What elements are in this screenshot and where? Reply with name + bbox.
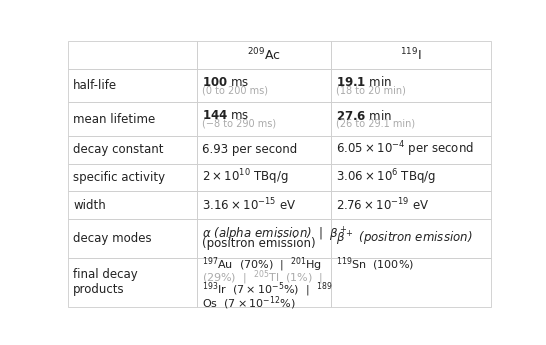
Text: $\mathbf{19.1}$ min: $\mathbf{19.1}$ min bbox=[336, 76, 391, 89]
Bar bbox=[68, 258, 197, 307]
Text: (−8 to 290 ms): (−8 to 290 ms) bbox=[203, 119, 276, 129]
Text: $2.76\times10^{-19}$ eV: $2.76\times10^{-19}$ eV bbox=[336, 197, 429, 214]
Text: $\mathbf{144}$ ms: $\mathbf{144}$ ms bbox=[203, 109, 250, 122]
Text: $\alpha$ (alpha emission)  |  $\beta^+$: $\alpha$ (alpha emission) | $\beta^+$ bbox=[203, 225, 348, 244]
Text: $3.06\times10^{6}$ TBq/g: $3.06\times10^{6}$ TBq/g bbox=[336, 168, 436, 187]
Bar bbox=[331, 41, 491, 69]
Bar bbox=[197, 258, 331, 307]
Text: final decay
products: final decay products bbox=[73, 268, 138, 296]
Text: $^{197}$Au  (70%)  |  $^{201}$Hg: $^{197}$Au (70%) | $^{201}$Hg bbox=[203, 255, 323, 274]
Bar bbox=[197, 102, 331, 136]
Bar bbox=[197, 219, 331, 258]
Text: $^{193}$Ir  ($7\times10^{-5}$%)  |  $^{189}$: $^{193}$Ir ($7\times10^{-5}$%) | $^{189}… bbox=[203, 281, 333, 299]
Text: $6.05\times10^{-4}$ per second: $6.05\times10^{-4}$ per second bbox=[336, 140, 473, 159]
Text: width: width bbox=[73, 199, 106, 212]
Bar bbox=[331, 258, 491, 307]
Bar bbox=[331, 136, 491, 164]
Bar bbox=[197, 164, 331, 191]
Text: $^{119}$Sn  (100%): $^{119}$Sn (100%) bbox=[336, 256, 414, 273]
Text: (29%)  |  $^{205}$Tl  (1%)  |: (29%) | $^{205}$Tl (1%) | bbox=[203, 268, 323, 287]
Text: $\mathbf{100}$ ms: $\mathbf{100}$ ms bbox=[203, 76, 250, 89]
Text: Os  ($7\times10^{-12}$%): Os ($7\times10^{-12}$%) bbox=[203, 294, 296, 312]
Bar bbox=[68, 102, 197, 136]
Text: mean lifetime: mean lifetime bbox=[73, 112, 156, 126]
Bar bbox=[68, 41, 197, 69]
Text: $\beta^+$ (positron emission): $\beta^+$ (positron emission) bbox=[336, 229, 472, 248]
Text: $^{209}$Ac: $^{209}$Ac bbox=[247, 47, 281, 63]
Text: decay constant: decay constant bbox=[73, 143, 164, 156]
Text: (0 to 200 ms): (0 to 200 ms) bbox=[203, 86, 269, 96]
Text: $2\times10^{10}$ TBq/g: $2\times10^{10}$ TBq/g bbox=[203, 168, 289, 187]
Bar bbox=[331, 102, 491, 136]
Text: $3.16\times10^{-15}$ eV: $3.16\times10^{-15}$ eV bbox=[203, 197, 296, 214]
Bar bbox=[197, 136, 331, 164]
Bar bbox=[68, 136, 197, 164]
Bar bbox=[68, 164, 197, 191]
Bar bbox=[197, 191, 331, 219]
Bar bbox=[197, 41, 331, 69]
Bar bbox=[331, 69, 491, 102]
Bar bbox=[331, 164, 491, 191]
Bar bbox=[68, 219, 197, 258]
Text: half-life: half-life bbox=[73, 79, 117, 92]
Text: 6.93 per second: 6.93 per second bbox=[203, 143, 298, 156]
Bar bbox=[68, 191, 197, 219]
Text: $\mathbf{27.6}$ min: $\mathbf{27.6}$ min bbox=[336, 109, 391, 123]
Text: (26 to 29.1 min): (26 to 29.1 min) bbox=[336, 119, 415, 129]
Bar bbox=[197, 69, 331, 102]
Bar bbox=[331, 219, 491, 258]
Text: (positron emission): (positron emission) bbox=[203, 237, 316, 250]
Bar bbox=[68, 69, 197, 102]
Text: $^{119}$I: $^{119}$I bbox=[400, 47, 422, 63]
Text: specific activity: specific activity bbox=[73, 171, 165, 184]
Text: decay modes: decay modes bbox=[73, 232, 152, 245]
Text: (18 to 20 min): (18 to 20 min) bbox=[336, 86, 406, 96]
Bar bbox=[331, 191, 491, 219]
